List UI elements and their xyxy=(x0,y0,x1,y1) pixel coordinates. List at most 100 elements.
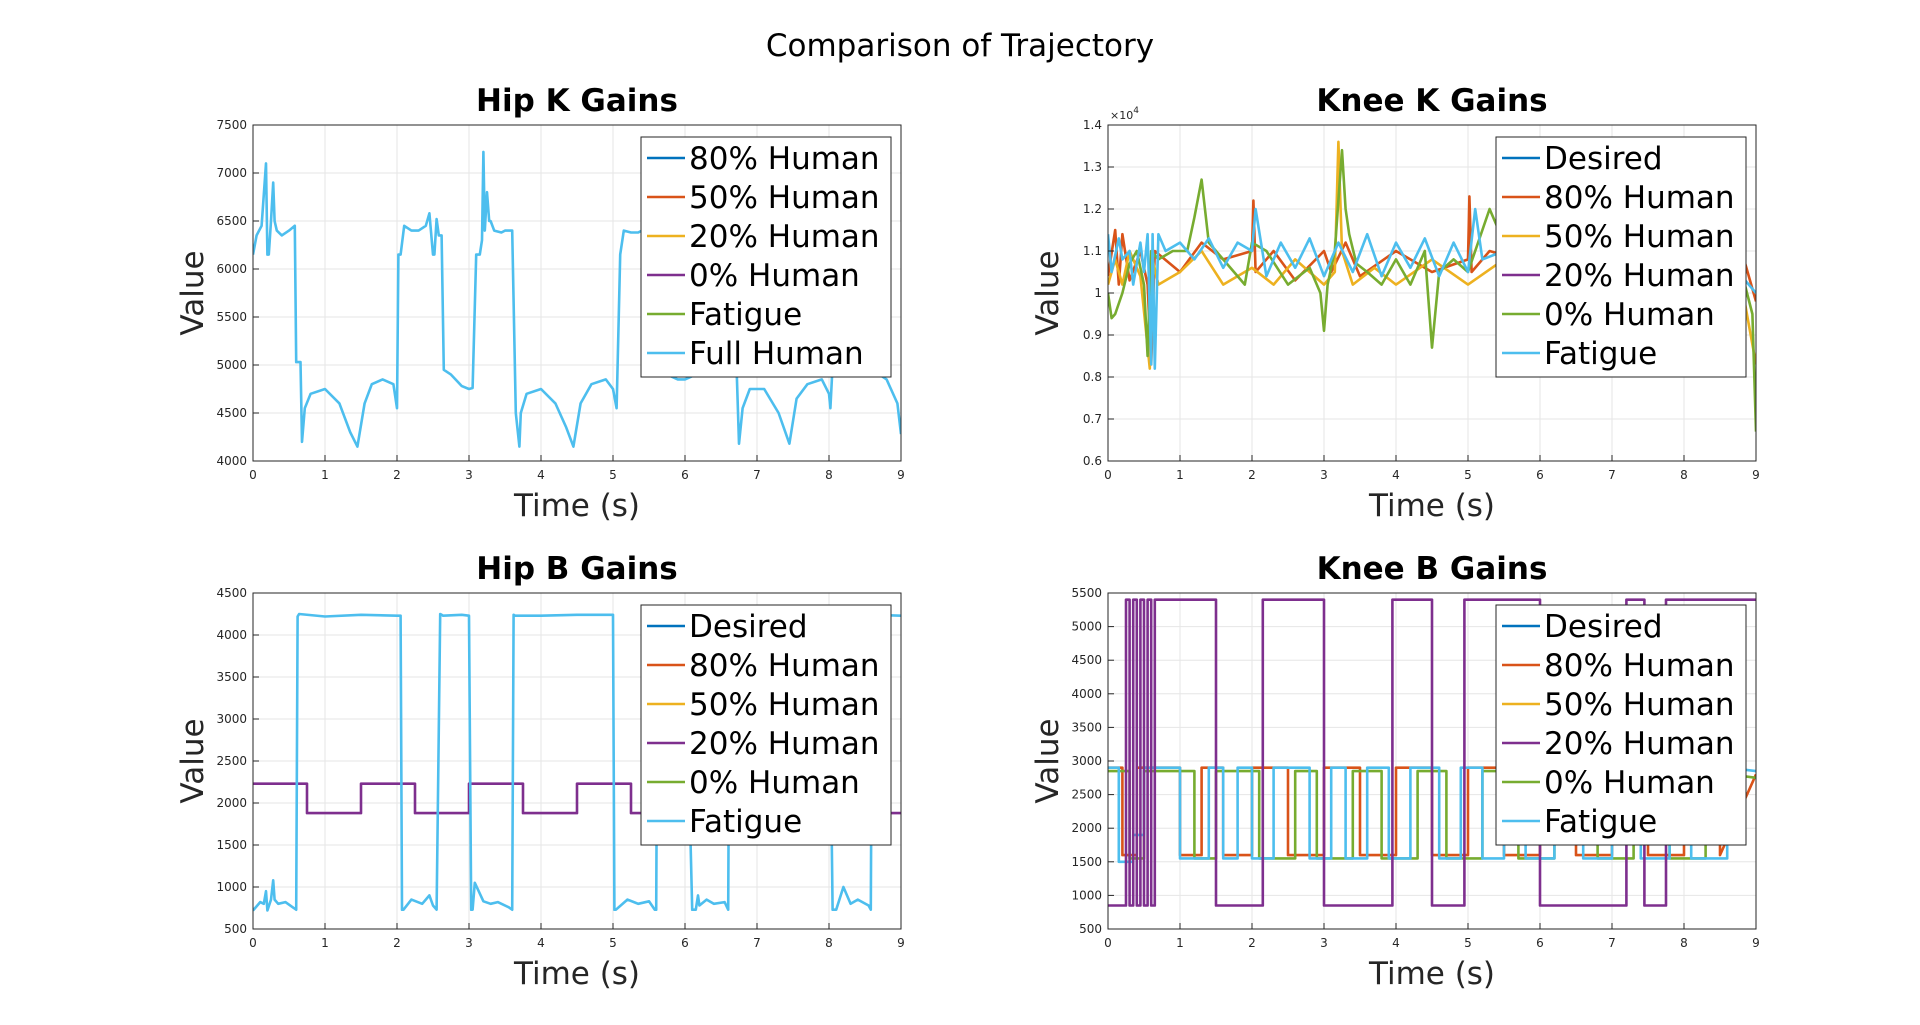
x-tick-label: 1 xyxy=(321,936,329,950)
x-tick-label: 5 xyxy=(1464,468,1472,482)
x-tick-label: 4 xyxy=(1392,468,1400,482)
x-tick-label: 9 xyxy=(1752,936,1760,950)
legend-label: 80% Human xyxy=(689,141,880,177)
legend-label: Fatigue xyxy=(1544,804,1657,840)
legend-label: 50% Human xyxy=(1544,219,1735,255)
legend-label: 0% Human xyxy=(689,258,860,294)
x-axis-label: Time (s) xyxy=(1368,956,1495,992)
legend-label: Full Human xyxy=(689,336,864,372)
y-tick-label: 2500 xyxy=(1071,788,1102,802)
legend-label: 0% Human xyxy=(1544,765,1715,801)
series-group xyxy=(253,150,901,448)
x-tick-label: 8 xyxy=(1680,936,1688,950)
legend-label: 80% Human xyxy=(689,648,880,684)
x-tick-label: 0 xyxy=(249,936,257,950)
y-tick-label: 4000 xyxy=(216,628,247,642)
x-tick-label: 4 xyxy=(1392,936,1400,950)
series-line-3 xyxy=(1108,207,1756,370)
chart-title: Knee K Gains xyxy=(1316,83,1547,119)
y-exponent-base: ×10 xyxy=(1110,109,1133,122)
y-tick-label: 1.3 xyxy=(1083,160,1102,174)
y-tick-label: 1000 xyxy=(216,880,247,894)
x-tick-label: 9 xyxy=(897,468,905,482)
y-tick-label: 2000 xyxy=(1071,821,1102,835)
y-tick-label: 3000 xyxy=(216,712,247,726)
legend-label: 50% Human xyxy=(689,180,880,216)
x-axis-label: Time (s) xyxy=(1368,488,1495,524)
x-tick-label: 4 xyxy=(537,468,545,482)
chart-knee_b: 0 1 2 3 4 5 6 7 8 9 500 1000 1500 2000 2500 3000 3500 400… xyxy=(1030,551,1760,992)
y-tick-label: 5000 xyxy=(1071,620,1102,634)
legend-label: Fatigue xyxy=(689,804,802,840)
x-tick-label: 0 xyxy=(1104,936,1112,950)
y-tick-label: 500 xyxy=(1079,922,1102,936)
x-tick-label: 8 xyxy=(825,468,833,482)
y-tick-label: 3000 xyxy=(1071,754,1102,768)
x-tick-label: 3 xyxy=(1320,468,1328,482)
chart-title: Hip B Gains xyxy=(476,551,678,587)
x-tick-label: 5 xyxy=(609,468,617,482)
x-tick-label: 2 xyxy=(1248,468,1256,482)
y-tick-label: 7500 xyxy=(216,118,247,132)
x-tick-label: 8 xyxy=(825,936,833,950)
y-axis-label: Value xyxy=(175,250,211,335)
x-tick-label: 6 xyxy=(681,936,689,950)
y-tick-label: 500 xyxy=(224,922,247,936)
y-tick-label: 1.2 xyxy=(1083,202,1102,216)
y-tick-label: 0.6 xyxy=(1083,454,1102,468)
x-tick-label: 2 xyxy=(393,468,401,482)
x-tick-label: 1 xyxy=(1176,936,1184,950)
y-axis-label: Value xyxy=(1030,718,1066,803)
x-axis-label: Time (s) xyxy=(513,488,640,524)
y-tick-label: 1000 xyxy=(1071,888,1102,902)
x-tick-label: 6 xyxy=(1536,468,1544,482)
y-tick-label: 0.8 xyxy=(1083,370,1102,384)
x-tick-label: 1 xyxy=(321,468,329,482)
figure-suptitle: Comparison of Trajectory xyxy=(765,28,1155,64)
y-tick-label: 3500 xyxy=(1071,720,1102,734)
x-tick-label: 3 xyxy=(465,936,473,950)
x-tick-label: 1 xyxy=(1176,468,1184,482)
y-tick-label: 5500 xyxy=(216,310,247,324)
x-tick-label: 7 xyxy=(753,468,761,482)
y-tick-label: 1.4 xyxy=(1083,118,1102,132)
chart-hip_b: 0 1 2 3 4 5 6 7 8 9 500 1000 1500 2000 2500 3000 3500 400… xyxy=(175,551,905,992)
x-tick-label: 2 xyxy=(1248,936,1256,950)
legend-label: Fatigue xyxy=(1544,336,1657,372)
x-tick-label: 6 xyxy=(681,468,689,482)
chart-knee_k: 0 1 2 3 4 5 6 7 8 90.60.70.80.911.11.21.31.4×104 K… xyxy=(1030,83,1760,524)
x-tick-label: 3 xyxy=(1320,936,1328,950)
legend-label: 20% Human xyxy=(689,219,880,255)
legend-label: Desired xyxy=(689,609,808,645)
x-tick-label: 7 xyxy=(1608,468,1616,482)
legend-label: Desired xyxy=(1544,609,1663,645)
y-tick-label: 0.7 xyxy=(1083,412,1102,426)
y-tick-label: 4500 xyxy=(1071,653,1102,667)
x-tick-label: 0 xyxy=(249,468,257,482)
legend-box xyxy=(640,136,892,378)
legend-box xyxy=(1495,136,1747,378)
y-tick-label: 5500 xyxy=(1071,586,1102,600)
y-tick-label: 4500 xyxy=(216,406,247,420)
y-tick-label: 6000 xyxy=(216,262,247,276)
y-tick-label: 2000 xyxy=(216,796,247,810)
y-tick-label: 2500 xyxy=(216,754,247,768)
series-line-3 xyxy=(1108,598,1756,907)
y-tick-label: 5000 xyxy=(216,358,247,372)
chart-title: Knee B Gains xyxy=(1317,551,1548,587)
legend-label: Desired xyxy=(1544,141,1663,177)
legend-label: 20% Human xyxy=(1544,726,1735,762)
x-tick-label: 7 xyxy=(1608,936,1616,950)
y-axis-label: Value xyxy=(175,718,211,803)
y-tick-label: 3500 xyxy=(216,670,247,684)
y-tick-label: 6500 xyxy=(216,214,247,228)
y-tick-label: 4000 xyxy=(216,454,247,468)
y-tick-label: 1500 xyxy=(216,838,247,852)
y-tick-label: 7000 xyxy=(216,166,247,180)
y-tick-label: 0.9 xyxy=(1083,328,1102,342)
